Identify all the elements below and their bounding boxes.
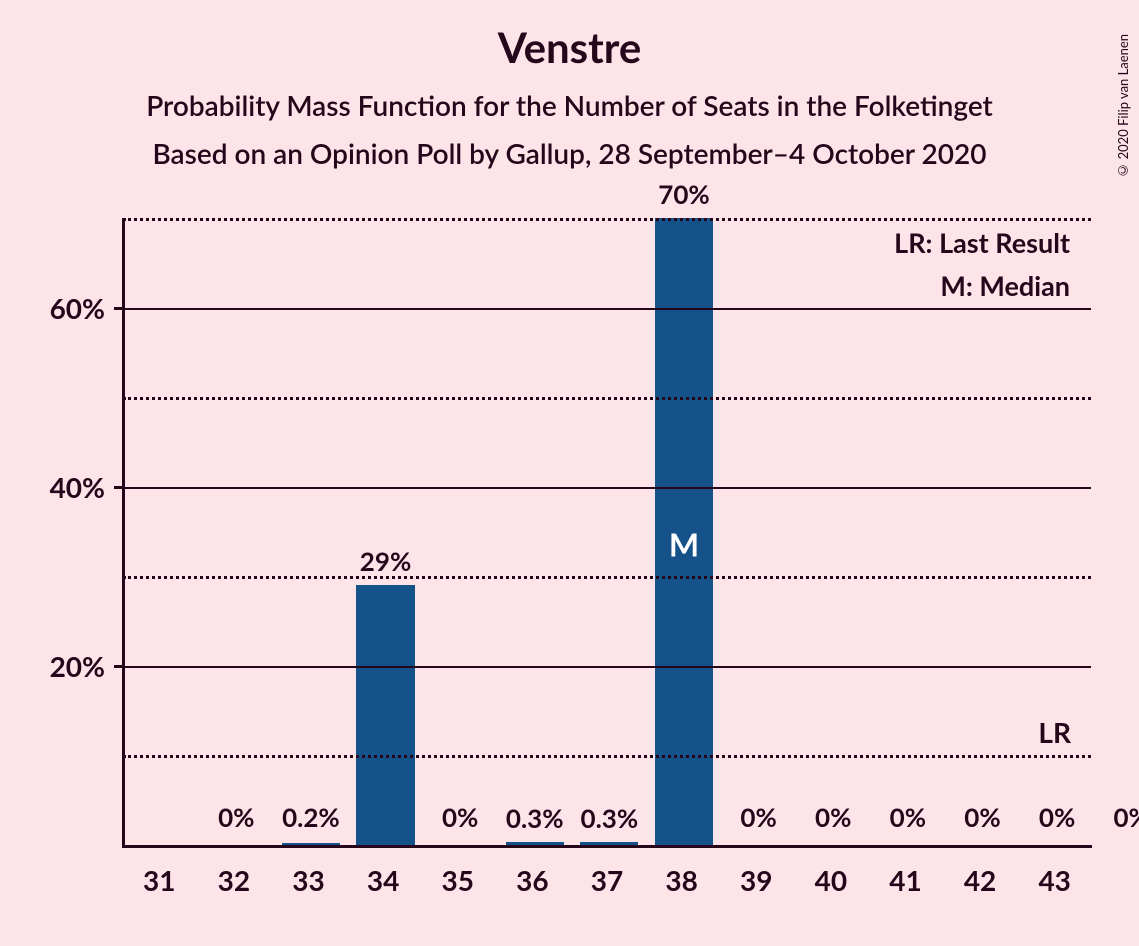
x-axis-label: 41 [889,863,921,897]
y-tick [114,486,122,489]
chart-title: Venstre [0,22,1139,72]
bar-value-label: 0% [207,801,265,845]
bar-value-label: 0% [879,801,937,845]
bar-value-label: 0% [1028,801,1086,845]
gridline-minor [123,755,1091,758]
gridline-major [123,308,1091,310]
y-axis-label: 20% [35,649,105,683]
last-result-marker: LR [1038,715,1071,749]
bar-value-label: 0% [1103,801,1139,845]
x-axis-label: 34 [367,863,399,897]
x-axis [122,845,1092,848]
chart-subtitle-2: Based on an Opinion Poll by Gallup, 28 S… [0,136,1139,170]
x-axis-label: 43 [1038,863,1070,897]
plot-area: LR: Last Result M: Median 0%0.2%29%0%0.3… [122,218,1092,848]
chart-subtitle-1: Probability Mass Function for the Number… [0,88,1139,122]
x-axis-label: 39 [740,863,772,897]
bar-value-label: 0.3% [580,802,638,842]
y-tick [114,307,122,310]
x-axis-label: 35 [442,863,474,897]
chart-area: LR: Last Result M: Median 0%0.2%29%0%0.3… [45,218,1105,918]
y-axis-label: 60% [35,291,105,325]
bar-value-label: 70% [655,178,713,218]
bar: 70%M [655,218,713,845]
y-axis-label: 40% [35,470,105,504]
bar-value-label: 0% [730,801,788,845]
bar-value-label: 0% [431,801,489,845]
median-marker: M [655,525,713,564]
gridline-minor [123,218,1091,221]
gridline-minor [123,397,1091,400]
gridline-major [123,666,1091,668]
x-axis-label: 31 [143,863,175,897]
bar-value-label: 0% [953,801,1011,845]
x-axis-label: 40 [815,863,847,897]
x-axis-label: 38 [665,863,697,897]
x-axis-label: 36 [516,863,548,897]
y-axis [122,218,125,848]
x-axis-label: 37 [591,863,623,897]
x-axis-label: 32 [218,863,250,897]
bar-value-label: 0.3% [506,802,564,842]
bars-container: 0% 0.2% 29% 0% 0.3% 0.3% 70%M 0% 0% 0% 0% 0% 0% [199,218,1139,845]
gridline-minor [123,576,1091,579]
bar-value-label: 0% [804,801,862,845]
copyright-text: © 2020 Filip van Laenen [1115,34,1131,179]
gridline-major [123,487,1091,489]
x-axis-label: 42 [964,863,996,897]
x-axis-label: 33 [292,863,324,897]
bar-value-label: 0.2% [282,801,340,845]
y-tick [114,665,122,668]
bar: 29% [356,585,414,845]
